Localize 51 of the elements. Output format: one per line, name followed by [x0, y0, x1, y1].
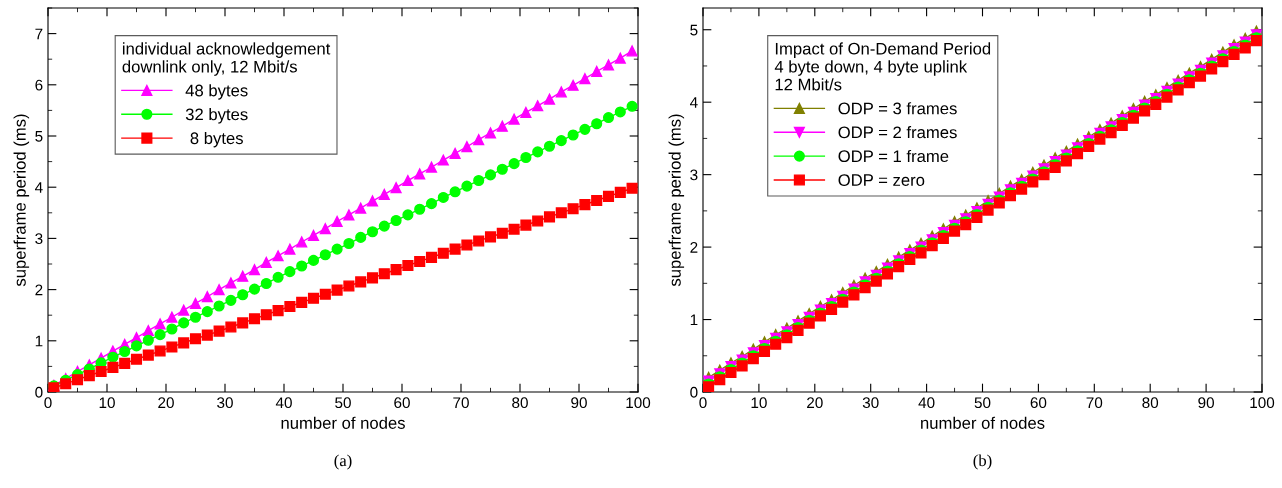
x-tick-label: 40: [918, 397, 935, 409]
x-axis-title: number of nodes: [921, 416, 1045, 429]
x-tick-label: 30: [862, 397, 879, 409]
y-tick-label: 4: [34, 182, 43, 193]
x-tick-label: 100: [1250, 397, 1275, 409]
legend-label: ODP = 1 frame: [838, 149, 949, 163]
y-tick-label: 5: [35, 131, 43, 142]
y-tick-label: 7: [35, 28, 43, 40]
y-tick-label: 3: [690, 169, 698, 181]
legend-title: Impact of On-Demand Period 4 byte down, 4 byte uplink 12 Mbit/s: [774, 42, 991, 91]
y-tick-label: 5: [690, 24, 698, 36]
y-tick-label: 2: [35, 284, 43, 296]
x-tick-label: 70: [453, 397, 469, 409]
x-tick-label: 70: [1086, 397, 1103, 409]
x-tick-label: 10: [751, 397, 767, 409]
text: (a): [334, 454, 352, 470]
y-tick-label: 4: [689, 97, 698, 108]
legend-label: 48 bytes: [185, 84, 248, 100]
x-tick-label: 60: [1030, 397, 1047, 409]
y-tick-label: 0: [690, 386, 698, 398]
x-tick-label: 50: [335, 397, 351, 409]
x-tick-label: 90: [1198, 397, 1214, 409]
x-tick-label: 20: [158, 397, 174, 409]
x-tick-label: 50: [974, 397, 991, 409]
x-tick-label: 30: [217, 397, 233, 409]
y-tick-label: 3: [35, 233, 43, 245]
y-tick-label: 1: [35, 335, 43, 347]
y-axis-title: superframe period (ms): [13, 114, 30, 287]
x-tick-label: 0: [699, 397, 707, 409]
y-tick-label: 1: [690, 314, 698, 326]
y-tick-label: 6: [35, 79, 43, 91]
y-tick-label: 2: [690, 241, 698, 253]
legend-label: ODP = zero: [838, 174, 925, 186]
y-axis-title: superframe period (ms): [668, 114, 685, 287]
x-tick-label: 90: [571, 397, 587, 409]
x-axis-title: number of nodes: [281, 416, 405, 429]
x-tick-label: 80: [512, 397, 528, 409]
legend-label: 32 bytes: [185, 108, 248, 124]
legend-title: individual acknowledgement downlink only, 12 Mbit/s: [122, 42, 331, 76]
x-tick-label: 20: [807, 397, 823, 409]
x-tick-label: 10: [99, 397, 115, 409]
x-tick-label: 80: [1142, 397, 1159, 409]
x-tick-label: 40: [275, 397, 292, 409]
x-tick-label: 100: [626, 397, 651, 409]
text: (b): [973, 454, 992, 470]
legend-label: 8 bytes: [190, 131, 243, 148]
legend-label: ODP = 3 frames: [838, 102, 957, 115]
x-tick-label: 0: [44, 397, 52, 409]
legend-label: ODP = 2 frames: [838, 126, 957, 139]
x-tick-label: 60: [394, 397, 410, 409]
y-tick-label: 0: [35, 386, 43, 398]
